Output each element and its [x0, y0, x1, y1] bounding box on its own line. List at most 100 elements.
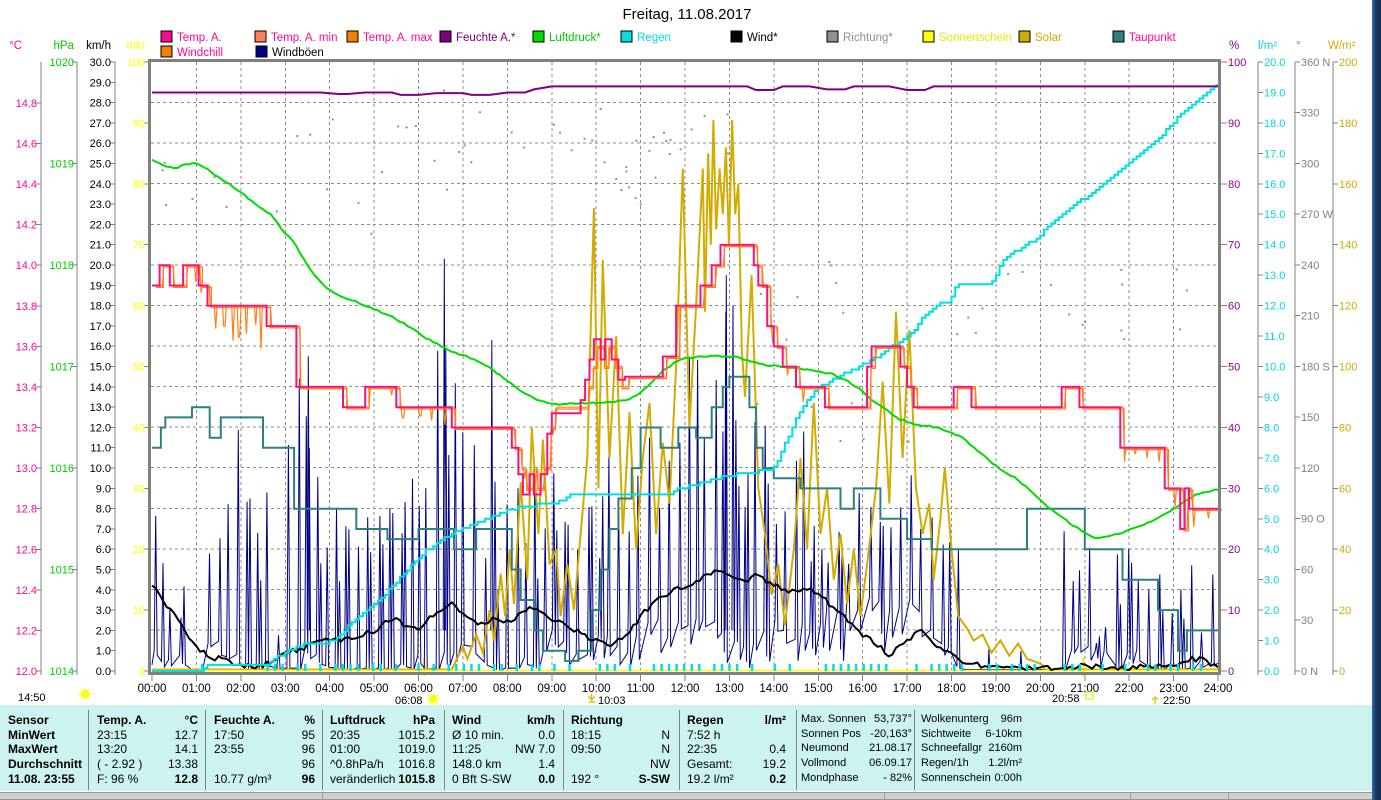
svg-text:0: 0 — [1228, 666, 1234, 678]
svg-text:30: 30 — [1301, 615, 1313, 627]
svg-text:13.6: 13.6 — [16, 341, 37, 353]
svg-text:Luftdruck*: Luftdruck* — [549, 32, 601, 44]
svg-text:5.0: 5.0 — [96, 565, 111, 577]
svg-text:8.0: 8.0 — [96, 504, 111, 516]
svg-text:17.0: 17.0 — [1264, 148, 1285, 160]
svg-text:12.4: 12.4 — [16, 585, 37, 597]
svg-text:13:00: 13:00 — [715, 683, 744, 695]
svg-text:140: 140 — [1339, 240, 1357, 252]
svg-text:150: 150 — [1301, 412, 1319, 424]
svg-text:06:08: 06:08 — [395, 695, 423, 707]
svg-text:12.6: 12.6 — [16, 544, 37, 556]
svg-text:0: 0 — [139, 666, 145, 678]
svg-text:50: 50 — [133, 362, 145, 374]
svg-text:2.0: 2.0 — [96, 625, 111, 637]
svg-text:12:00: 12:00 — [671, 683, 700, 695]
svg-text:07:00: 07:00 — [449, 683, 478, 695]
svg-text:20: 20 — [1228, 544, 1240, 556]
svg-text:4.0: 4.0 — [96, 585, 111, 597]
svg-text:20:58: 20:58 — [1052, 693, 1080, 705]
svg-text:12.0: 12.0 — [90, 422, 111, 434]
svg-text:hPa: hPa — [54, 40, 75, 52]
svg-text:W/m²: W/m² — [1328, 40, 1356, 52]
svg-text:24.0: 24.0 — [90, 179, 111, 191]
svg-text:1016: 1016 — [50, 463, 74, 475]
svg-text:Windböen: Windböen — [272, 47, 324, 59]
svg-text:28.0: 28.0 — [90, 98, 111, 110]
svg-text:11:00: 11:00 — [627, 683, 655, 695]
svg-text:13.0: 13.0 — [90, 402, 111, 414]
svg-text:km/h: km/h — [86, 40, 111, 52]
svg-text:13.4: 13.4 — [16, 382, 37, 394]
svg-text:14.2: 14.2 — [16, 220, 37, 232]
svg-text:0.0: 0.0 — [1264, 666, 1279, 678]
svg-text:12.0: 12.0 — [16, 666, 37, 678]
svg-text:°C: °C — [9, 40, 22, 52]
svg-text:6.0: 6.0 — [96, 544, 111, 556]
svg-text:0 N: 0 N — [1301, 666, 1318, 678]
svg-text:300: 300 — [1301, 159, 1319, 171]
svg-text:25.0: 25.0 — [90, 159, 111, 171]
svg-text:Feuchte A.*: Feuchte A.* — [456, 32, 516, 44]
svg-text:90: 90 — [1228, 118, 1240, 130]
svg-text:100: 100 — [127, 57, 145, 69]
svg-text:3.0: 3.0 — [1264, 575, 1279, 587]
svg-text:°: ° — [1296, 40, 1301, 52]
svg-text:24:00: 24:00 — [1204, 683, 1233, 695]
svg-text:20: 20 — [133, 544, 145, 556]
svg-text:%: % — [1229, 40, 1239, 52]
svg-text:11.0: 11.0 — [90, 443, 111, 455]
svg-text:18:00: 18:00 — [937, 683, 966, 695]
svg-text:15:00: 15:00 — [804, 683, 833, 695]
svg-text:14.8: 14.8 — [16, 98, 37, 110]
svg-text:08:00: 08:00 — [493, 683, 522, 695]
svg-text:90: 90 — [133, 118, 145, 130]
svg-text:330: 330 — [1301, 108, 1319, 120]
svg-text:5.0: 5.0 — [1264, 514, 1279, 526]
svg-text:1.0: 1.0 — [96, 646, 111, 658]
svg-text:14:50: 14:50 — [18, 692, 46, 704]
svg-text:40: 40 — [1339, 544, 1351, 556]
svg-text:360 N: 360 N — [1301, 57, 1330, 69]
svg-text:30: 30 — [1228, 483, 1240, 495]
svg-text:1018: 1018 — [50, 260, 74, 272]
svg-text:16.0: 16.0 — [1264, 179, 1285, 191]
svg-text:01:00: 01:00 — [182, 683, 211, 695]
svg-text:60: 60 — [1228, 301, 1240, 313]
svg-text:120: 120 — [1339, 301, 1357, 313]
svg-text:80: 80 — [1339, 422, 1351, 434]
svg-text:l/m²: l/m² — [1258, 40, 1277, 52]
svg-text:13.0: 13.0 — [16, 463, 37, 475]
svg-text:180: 180 — [1339, 118, 1357, 130]
svg-text:80: 80 — [133, 179, 145, 191]
svg-text:Richtung*: Richtung* — [843, 32, 893, 44]
svg-text:12.8: 12.8 — [16, 504, 37, 516]
svg-text:3.0: 3.0 — [96, 605, 111, 617]
svg-text:30.0: 30.0 — [90, 57, 111, 69]
svg-text:27.0: 27.0 — [90, 118, 111, 130]
svg-text:10:03: 10:03 — [598, 695, 626, 707]
svg-text:40: 40 — [1228, 422, 1240, 434]
svg-text:12.2: 12.2 — [16, 625, 37, 637]
svg-text:200: 200 — [1339, 57, 1357, 69]
svg-text:20:00: 20:00 — [1026, 683, 1055, 695]
svg-text:19:00: 19:00 — [982, 683, 1011, 695]
svg-text:240: 240 — [1301, 260, 1319, 272]
svg-text:21.0: 21.0 — [90, 240, 111, 252]
svg-text:20: 20 — [1339, 605, 1351, 617]
svg-text:22:00: 22:00 — [1115, 683, 1144, 695]
svg-text:05:00: 05:00 — [360, 683, 389, 695]
svg-text:26.0: 26.0 — [90, 138, 111, 150]
svg-text:1017: 1017 — [50, 362, 74, 374]
svg-text:06:00: 06:00 — [404, 683, 433, 695]
svg-text:120: 120 — [1301, 463, 1319, 475]
svg-text:100: 100 — [1339, 362, 1357, 374]
svg-text:60: 60 — [133, 301, 145, 313]
svg-text:14:00: 14:00 — [759, 683, 788, 695]
svg-text:02:00: 02:00 — [226, 683, 255, 695]
svg-text:29.0: 29.0 — [90, 77, 111, 89]
svg-text:10: 10 — [1228, 605, 1240, 617]
svg-text:19.0: 19.0 — [1264, 88, 1285, 100]
svg-text:70: 70 — [1228, 240, 1240, 252]
svg-text:Sonnenschein: Sonnenschein — [939, 32, 1012, 44]
